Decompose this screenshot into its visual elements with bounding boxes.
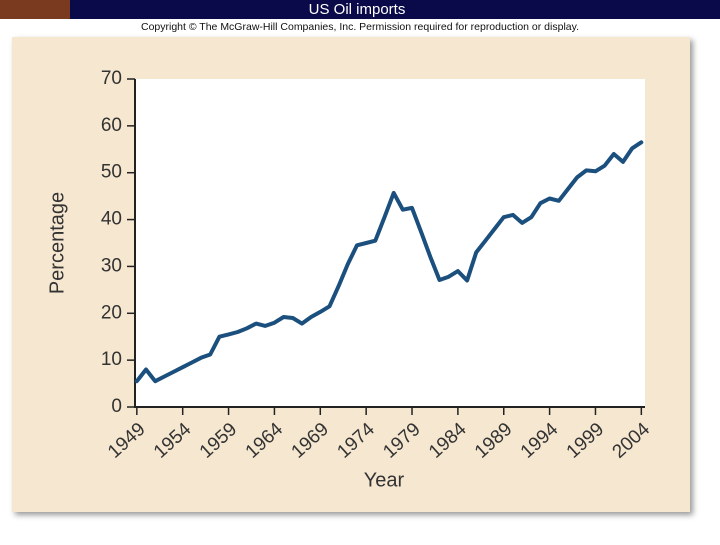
y-tick-label: 70 (101, 68, 122, 89)
x-axis-label: Year (364, 469, 405, 491)
title-bar (0, 0, 720, 19)
y-tick-label: 50 (101, 162, 122, 183)
y-axis-label: Percentage (46, 192, 68, 294)
y-tick-label: 10 (101, 349, 122, 370)
y-tick-label: 40 (101, 209, 122, 230)
copyright: Copyright © The McGraw-Hill Companies, I… (141, 21, 579, 33)
data-line (134, 140, 644, 384)
slide-title: US Oil imports (309, 1, 406, 18)
y-tick-label: 60 (101, 115, 122, 136)
y-tick-label: 20 (101, 302, 122, 323)
corner-image (0, 0, 70, 19)
y-tick-label: 30 (101, 255, 122, 276)
plot-area (135, 79, 645, 407)
y-tick-label: 0 (111, 396, 122, 417)
